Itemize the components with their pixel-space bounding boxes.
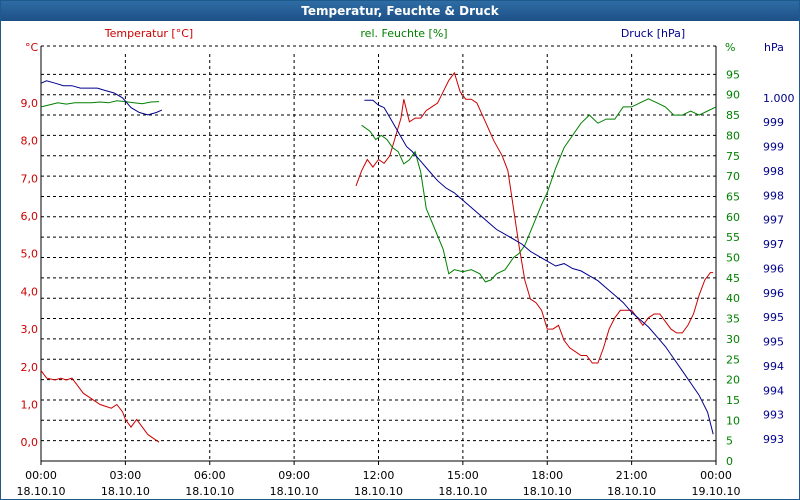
humidity-tick-label: 85 xyxy=(726,109,740,122)
pressure-axis-label: Druck [hPa] xyxy=(621,27,685,40)
x-tick-label-date: 18.10.10 xyxy=(438,485,487,498)
humidity-unit: % xyxy=(725,41,735,54)
temperature-tick-label: 5,0 xyxy=(21,248,39,261)
humidity-tick-label: 70 xyxy=(726,170,740,183)
x-tick-label-time: 21:00 xyxy=(616,469,648,482)
pressure-tick-label: 997 xyxy=(763,238,784,251)
pressure-tick-label: 993 xyxy=(763,433,784,446)
pressure-tick-label: 994 xyxy=(763,384,784,397)
temperature-tick-label: 2,0 xyxy=(21,361,39,374)
humidity-tick-label: 40 xyxy=(726,292,740,305)
temperature-series-line xyxy=(40,370,160,443)
temperature-tick-label: 6,0 xyxy=(21,210,39,223)
pressure-tick-label: 997 xyxy=(763,214,784,227)
pressure-tick-label: 995 xyxy=(763,336,784,349)
humidity-tick-label: 0 xyxy=(726,455,733,468)
humidity-tick-label: 80 xyxy=(726,129,740,142)
x-tick-label-time: 06:00 xyxy=(194,469,226,482)
humidity-tick-label: 15 xyxy=(726,394,740,407)
temperature-unit: °C xyxy=(25,41,39,54)
x-tick-label-time: 15:00 xyxy=(447,469,479,482)
temperature-series-line xyxy=(355,71,714,364)
temperature-tick-label: 8,0 xyxy=(21,135,39,148)
pressure-tick-label: 998 xyxy=(763,165,784,178)
temperature-tick-label: 7,0 xyxy=(21,172,39,185)
series xyxy=(40,71,717,443)
humidity-tick-label: 35 xyxy=(726,313,740,326)
pressure-tick-label: 996 xyxy=(763,262,784,275)
pressure-series-line xyxy=(40,80,163,116)
humidity-tick-label: 60 xyxy=(726,211,740,224)
x-tick-label-date: 18.10.10 xyxy=(354,485,403,498)
humidity-tick-label: 30 xyxy=(726,333,740,346)
x-tick-label-date: 18.10.10 xyxy=(185,485,234,498)
x-tick-label-date: 18.10.10 xyxy=(523,485,572,498)
temperature-tick-label: 1,0 xyxy=(21,398,39,411)
humidity-tick-label: 65 xyxy=(726,190,740,203)
humidity-series-line xyxy=(40,100,160,108)
x-tick-label-date: 18.10.10 xyxy=(17,485,66,498)
humidity-tick-label: 50 xyxy=(726,252,740,265)
humidity-tick-label: 45 xyxy=(726,272,740,285)
x-tick-label-date: 19.10.10 xyxy=(692,485,741,498)
humidity-tick-label: 20 xyxy=(726,374,740,387)
axes: Temperatur [°C] rel. Feuchte [%] Druck [… xyxy=(17,27,795,498)
x-tick-label-time: 00:00 xyxy=(700,469,732,482)
humidity-tick-label: 90 xyxy=(726,89,740,102)
temperature-tick-label: 9,0 xyxy=(21,97,39,110)
temperature-tick-label: 4,0 xyxy=(21,285,39,298)
temperature-tick-label: 0,0 xyxy=(21,436,39,449)
humidity-axis-label: rel. Feuchte [%] xyxy=(360,27,447,40)
humidity-tick-label: 75 xyxy=(726,150,740,163)
x-tick-label-date: 18.10.10 xyxy=(270,485,319,498)
temperature-axis-label: Temperatur [°C] xyxy=(104,27,193,40)
pressure-tick-label: 999 xyxy=(763,141,784,154)
humidity-tick-label: 55 xyxy=(726,231,740,244)
humidity-series-line xyxy=(361,98,717,283)
x-tick-label-time: 09:00 xyxy=(278,469,310,482)
window-title: Temperatur, Feuchte & Druck xyxy=(1,1,799,21)
x-tick-label-time: 03:00 xyxy=(110,469,142,482)
x-tick-label-date: 18.10.10 xyxy=(101,485,150,498)
humidity-tick-label: 25 xyxy=(726,353,740,366)
x-tick-label-time: 00:00 xyxy=(25,469,57,482)
pressure-tick-label: 993 xyxy=(763,409,784,422)
pressure-tick-label: 995 xyxy=(763,311,784,324)
pressure-tick-label: 999 xyxy=(763,116,784,129)
pressure-tick-label: 998 xyxy=(763,189,784,202)
grid xyxy=(40,45,717,461)
humidity-tick-label: 5 xyxy=(726,435,733,448)
x-tick-label-time: 12:00 xyxy=(363,469,395,482)
pressure-tick-label: 994 xyxy=(763,360,784,373)
x-tick-label-time: 18:00 xyxy=(531,469,563,482)
humidity-tick-label: 95 xyxy=(726,68,740,81)
pressure-tick-label: 1.000 xyxy=(763,92,795,105)
pressure-tick-label: 996 xyxy=(763,287,784,300)
pressure-unit: hPa xyxy=(764,41,784,54)
temperature-tick-label: 3,0 xyxy=(21,323,39,336)
pressure-series-line xyxy=(364,99,714,435)
x-tick-label-date: 18.10.10 xyxy=(607,485,656,498)
humidity-tick-label: 10 xyxy=(726,414,740,427)
